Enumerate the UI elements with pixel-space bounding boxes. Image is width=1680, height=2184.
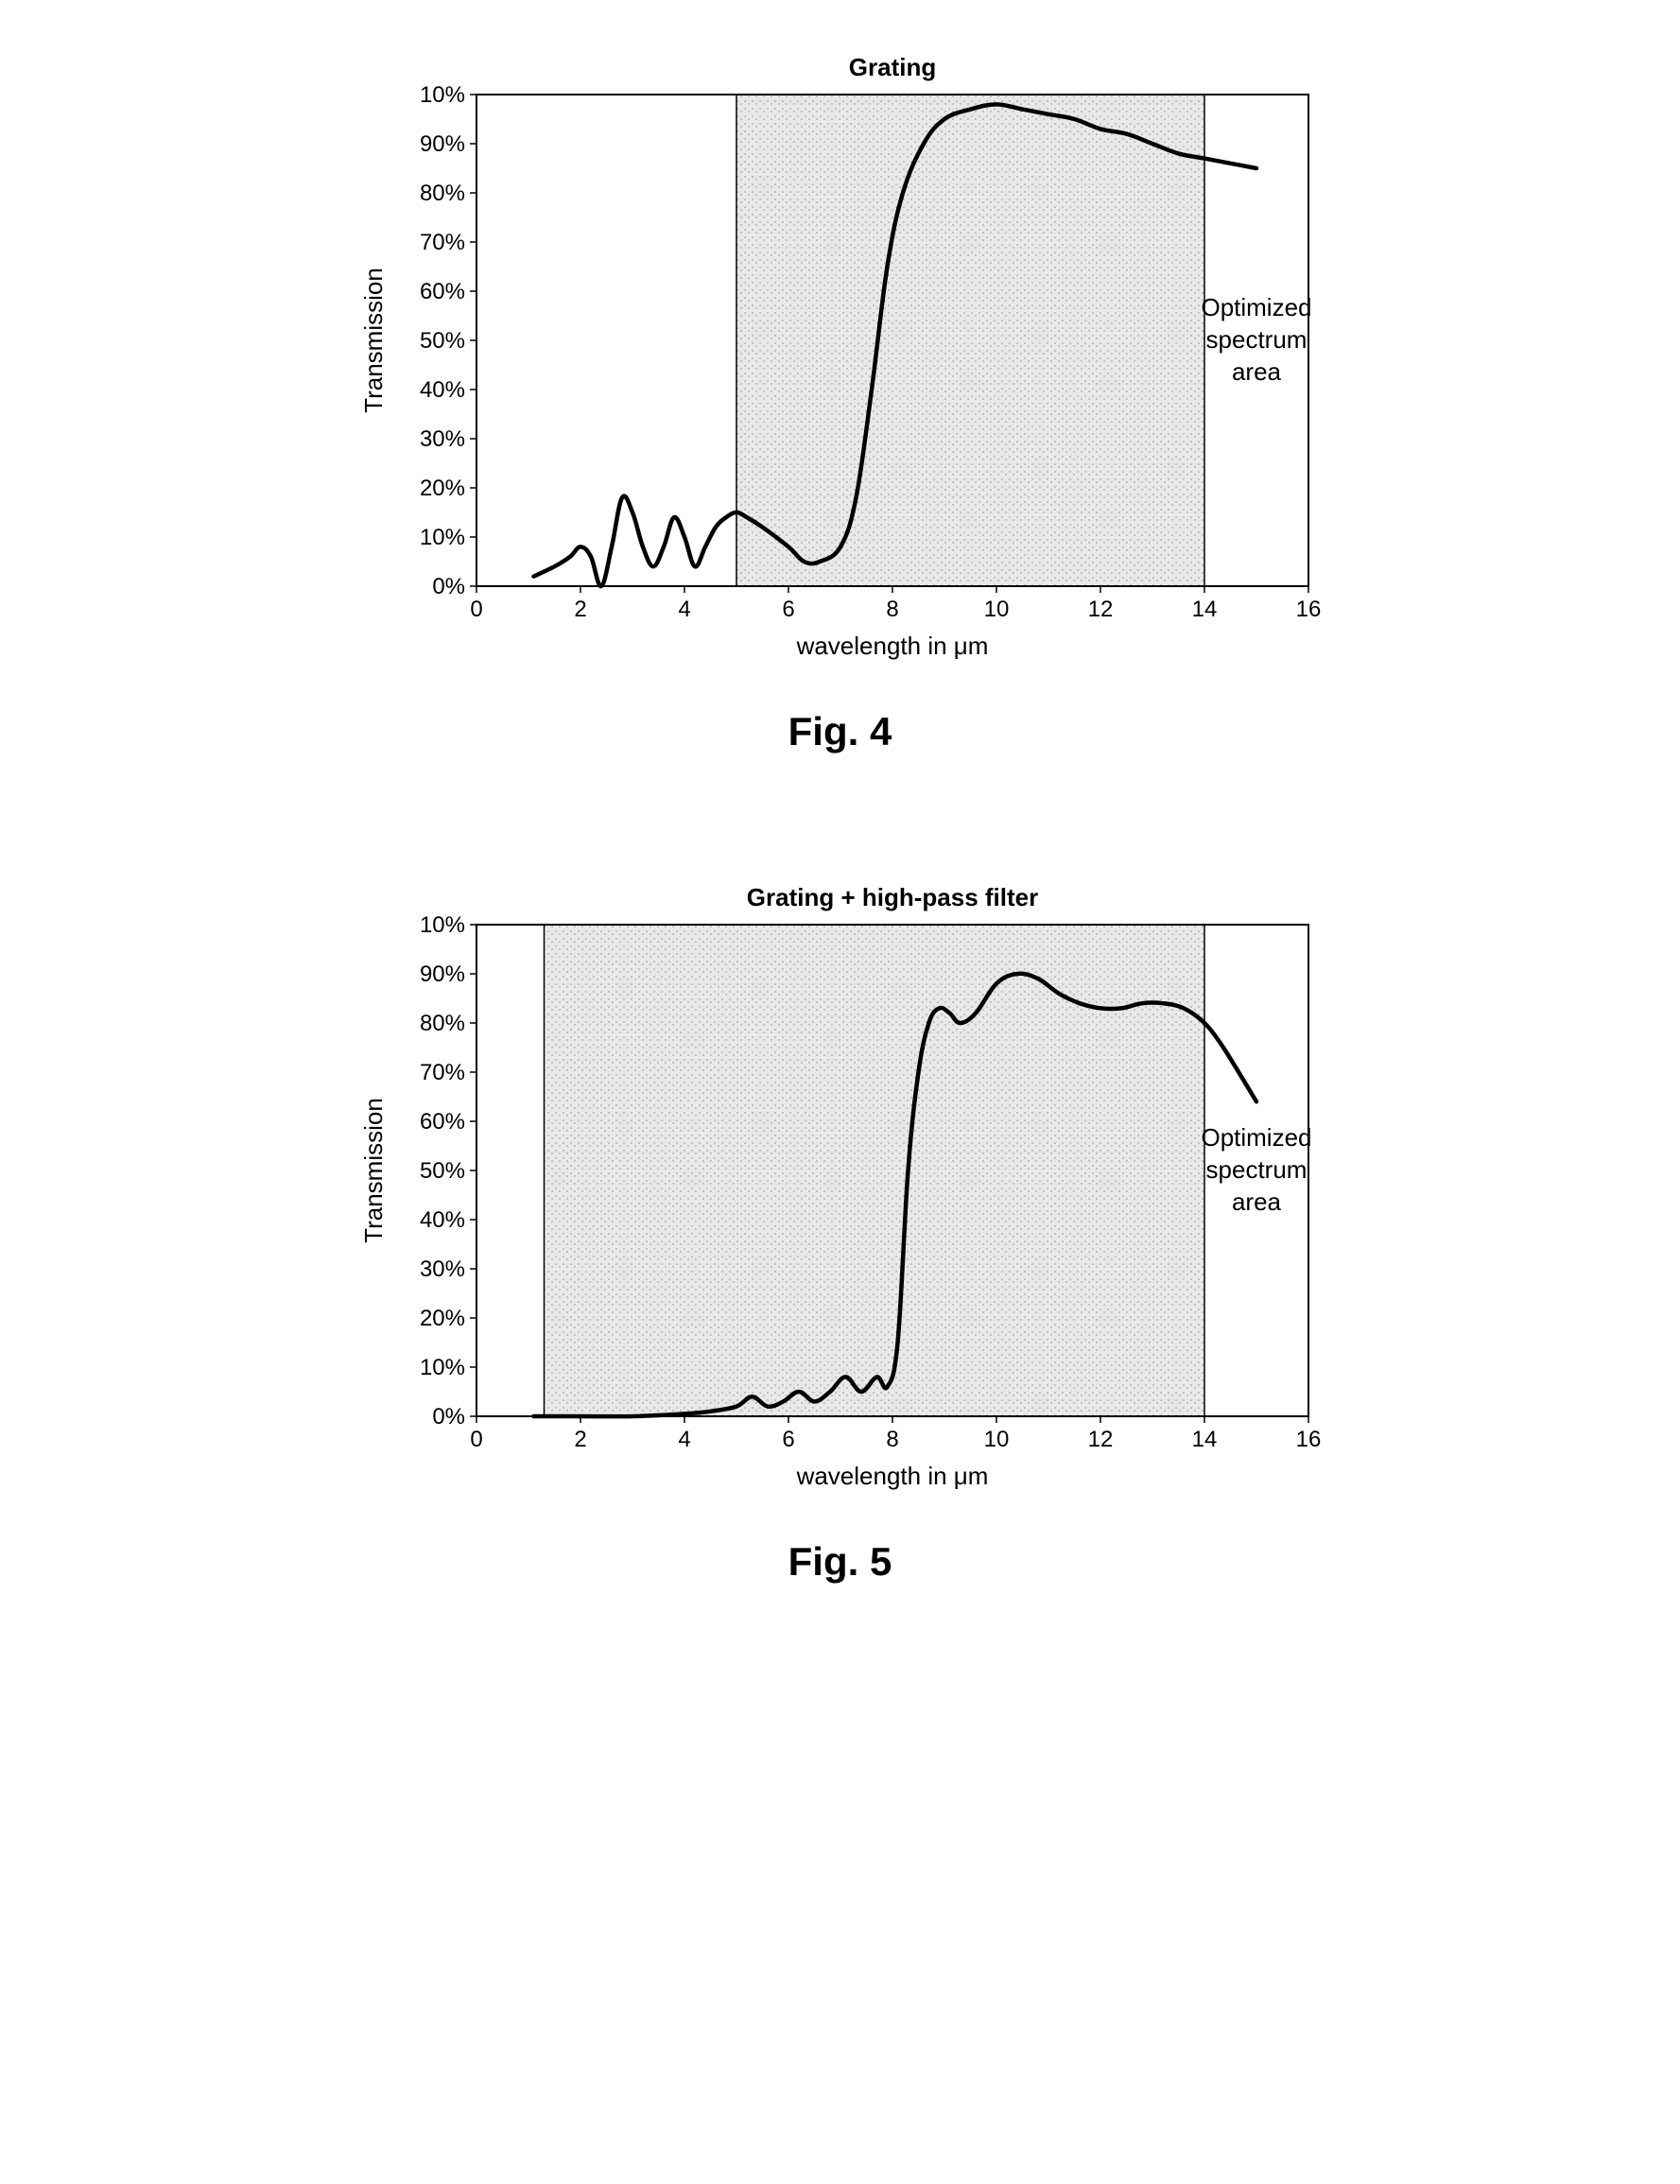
x-tick-label: 16: [1295, 597, 1321, 622]
x-axis-label: wavelength in μm: [795, 632, 988, 660]
y-tick-label: 20%: [419, 1306, 464, 1331]
chart-title: Grating + high-pass filter: [746, 883, 1037, 911]
y-tick-label: 80%: [419, 181, 464, 206]
x-tick-label: 10: [983, 1427, 1009, 1452]
figure-5-label: Fig. 5: [788, 1539, 892, 1585]
x-tick-label: 6: [782, 597, 794, 622]
x-tick-label: 12: [1087, 1427, 1113, 1452]
y-tick-label: 10%: [419, 1355, 464, 1380]
y-tick-label: 60%: [419, 279, 464, 304]
x-tick-label: 14: [1191, 1427, 1217, 1452]
x-tick-label: 16: [1295, 1427, 1321, 1452]
y-tick-label: 0%: [432, 574, 465, 599]
figure-5-container: 0 2 4 6 8 10 12 14 16 0% 10% 20% 30% 40% 50% 60% 70% 80% 9…: [335, 868, 1346, 1585]
y-tick-label: 60%: [419, 1109, 464, 1135]
x-tick-label: 10: [983, 597, 1009, 622]
x-tick-label: 14: [1191, 597, 1217, 622]
y-tick-label: 40%: [419, 377, 464, 403]
area-annotation-line: area: [1231, 357, 1281, 386]
figure-4-label: Fig. 4: [788, 709, 892, 754]
y-tick-label: 70%: [419, 1060, 464, 1085]
figure-4-container: 0 2 4 6 8 10 12 14 16 0% 10% 20% 30% 40% 50% 60% 70% 80% 9…: [335, 38, 1346, 754]
y-tick-label: 10%: [419, 525, 464, 550]
area-annotation-line: Optimized: [1201, 293, 1311, 321]
figure-4-chart: 0 2 4 6 8 10 12 14 16 0% 10% 20% 30% 40% 50% 60% 70% 80% 9…: [335, 38, 1346, 690]
y-tick-label: 90%: [419, 962, 464, 987]
y-tick-label: 30%: [419, 426, 464, 452]
y-tick-label: 50%: [419, 1158, 464, 1184]
chart-title: Grating: [848, 53, 935, 81]
y-tick-label: 80%: [419, 1011, 464, 1036]
x-tick-label: 0: [470, 597, 482, 622]
y-axis-label: Transmission: [359, 268, 388, 413]
figure-5-chart: 0 2 4 6 8 10 12 14 16 0% 10% 20% 30% 40% 50% 60% 70% 80% 9…: [335, 868, 1346, 1520]
y-tick-label: 50%: [419, 328, 464, 354]
area-annotation-line: area: [1231, 1187, 1281, 1216]
area-annotation-line: Optimized: [1201, 1123, 1311, 1152]
x-tick-label: 4: [678, 1427, 690, 1452]
area-annotation-line: spectrum: [1205, 325, 1307, 354]
y-tick-label: 10%: [419, 912, 464, 938]
x-tick-label: 8: [886, 597, 898, 622]
x-tick-label: 8: [886, 1427, 898, 1452]
x-tick-label: 2: [574, 597, 586, 622]
x-axis-label: wavelength in μm: [795, 1462, 988, 1490]
y-tick-label: 40%: [419, 1207, 464, 1233]
y-tick-label: 0%: [432, 1404, 465, 1430]
x-tick-label: 12: [1087, 597, 1113, 622]
area-annotation-line: spectrum: [1205, 1155, 1307, 1184]
y-tick-label: 70%: [419, 230, 464, 255]
y-tick-label: 20%: [419, 476, 464, 501]
x-tick-label: 4: [678, 597, 690, 622]
y-axis-label: Transmission: [359, 1098, 388, 1243]
x-tick-label: 6: [782, 1427, 794, 1452]
x-tick-label: 2: [574, 1427, 586, 1452]
y-tick-label: 90%: [419, 131, 464, 157]
y-tick-label: 30%: [419, 1257, 464, 1282]
y-tick-label: 10%: [419, 82, 464, 108]
optimized-spectrum-area: [544, 925, 1204, 1416]
optimized-spectrum-area: [736, 95, 1204, 586]
x-tick-label: 0: [470, 1427, 482, 1452]
